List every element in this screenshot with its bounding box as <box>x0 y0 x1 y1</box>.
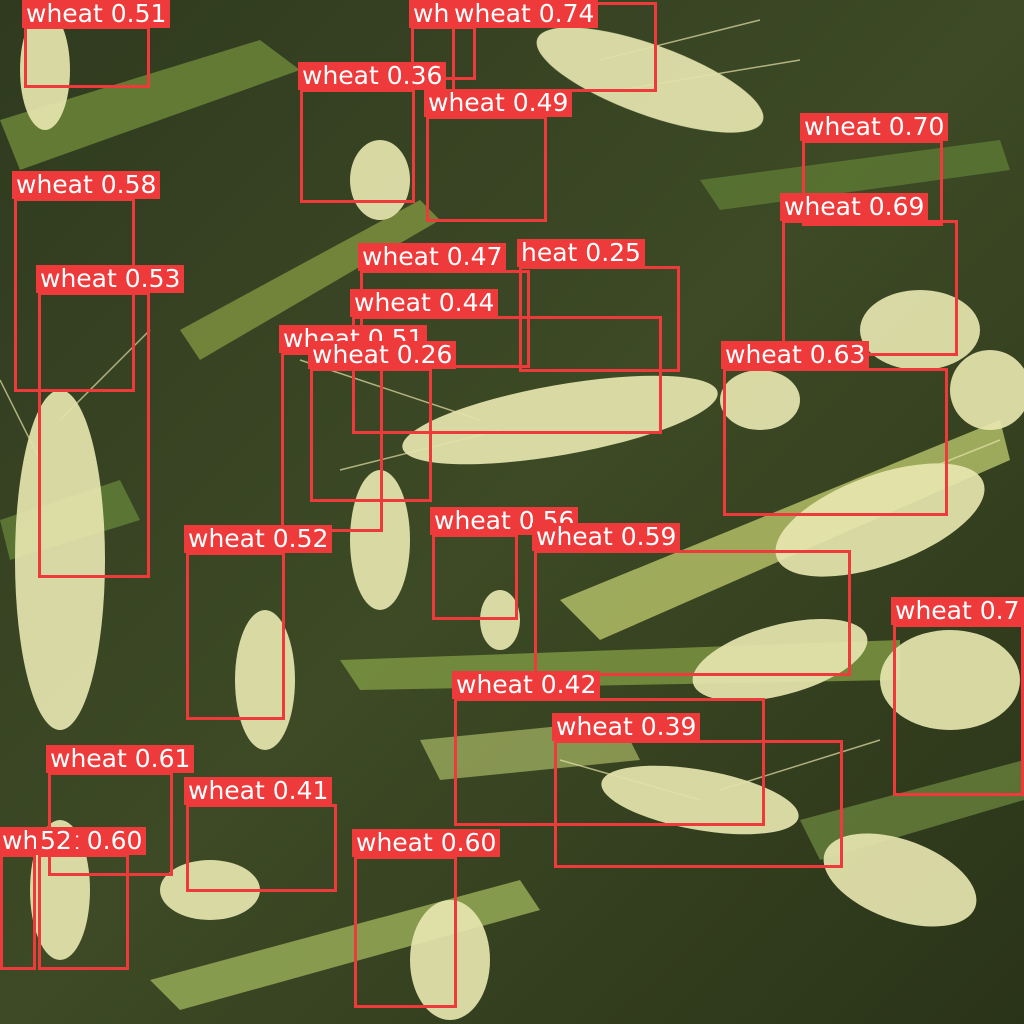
detection-box <box>432 534 518 620</box>
detection-box <box>352 316 662 434</box>
detection-label: wheat 0.49 <box>424 89 573 117</box>
detection-label: wheat 0.51 <box>22 0 171 28</box>
detection-box <box>0 854 36 970</box>
detection-box <box>426 116 547 222</box>
detection-box <box>300 89 415 203</box>
detection-label: wheat 0.41 <box>184 777 333 805</box>
detection-label: wheat 0.61 <box>46 745 195 773</box>
detection-box <box>38 854 129 970</box>
detection-label: wheat 0.44 <box>350 289 499 317</box>
detection-label: wheat 0.58 <box>12 171 161 199</box>
detection-label: wheat 0.59 <box>532 523 681 551</box>
detection-label: wheat 0.69 <box>780 193 929 221</box>
detection-box <box>534 550 851 676</box>
detection-box <box>354 856 457 1008</box>
detection-box <box>554 740 843 868</box>
detection-label: wheat 0.74 <box>450 0 599 28</box>
detection-box <box>519 266 680 372</box>
detection-box <box>38 292 150 578</box>
detection-label: wheat 0.63 <box>721 341 870 369</box>
detection-box <box>24 26 150 88</box>
detection-box <box>802 140 943 226</box>
detection-box <box>14 198 135 392</box>
detection-box <box>893 624 1024 796</box>
detection-box <box>782 220 958 356</box>
detection-box <box>723 368 948 516</box>
detection-box <box>186 804 337 892</box>
detection-label: wheat 0.42 <box>452 671 601 699</box>
detection-label: wh <box>409 0 454 28</box>
detection-label: wheat 0.36 <box>298 62 447 90</box>
detection-box <box>454 698 765 826</box>
detection-box <box>186 552 285 720</box>
detection-box <box>310 368 432 502</box>
detection-label: wheat 0.70 <box>800 113 949 141</box>
detection-box <box>48 772 173 876</box>
detection-label: wheat 0.39 <box>552 713 701 741</box>
detection-label: wheat 0.52 <box>184 525 333 553</box>
detection-label: wheat 0.47 <box>358 243 507 271</box>
detection-label: heat 0.25 <box>517 239 645 267</box>
detection-label: wheat 0.26 <box>308 341 457 369</box>
detection-label: wheat 0.60 <box>352 829 501 857</box>
detection-label: 52 <box>36 827 76 855</box>
detection-label: wheat 0.53 <box>36 265 185 293</box>
detection-label: wheat 0.7 <box>891 597 1024 625</box>
